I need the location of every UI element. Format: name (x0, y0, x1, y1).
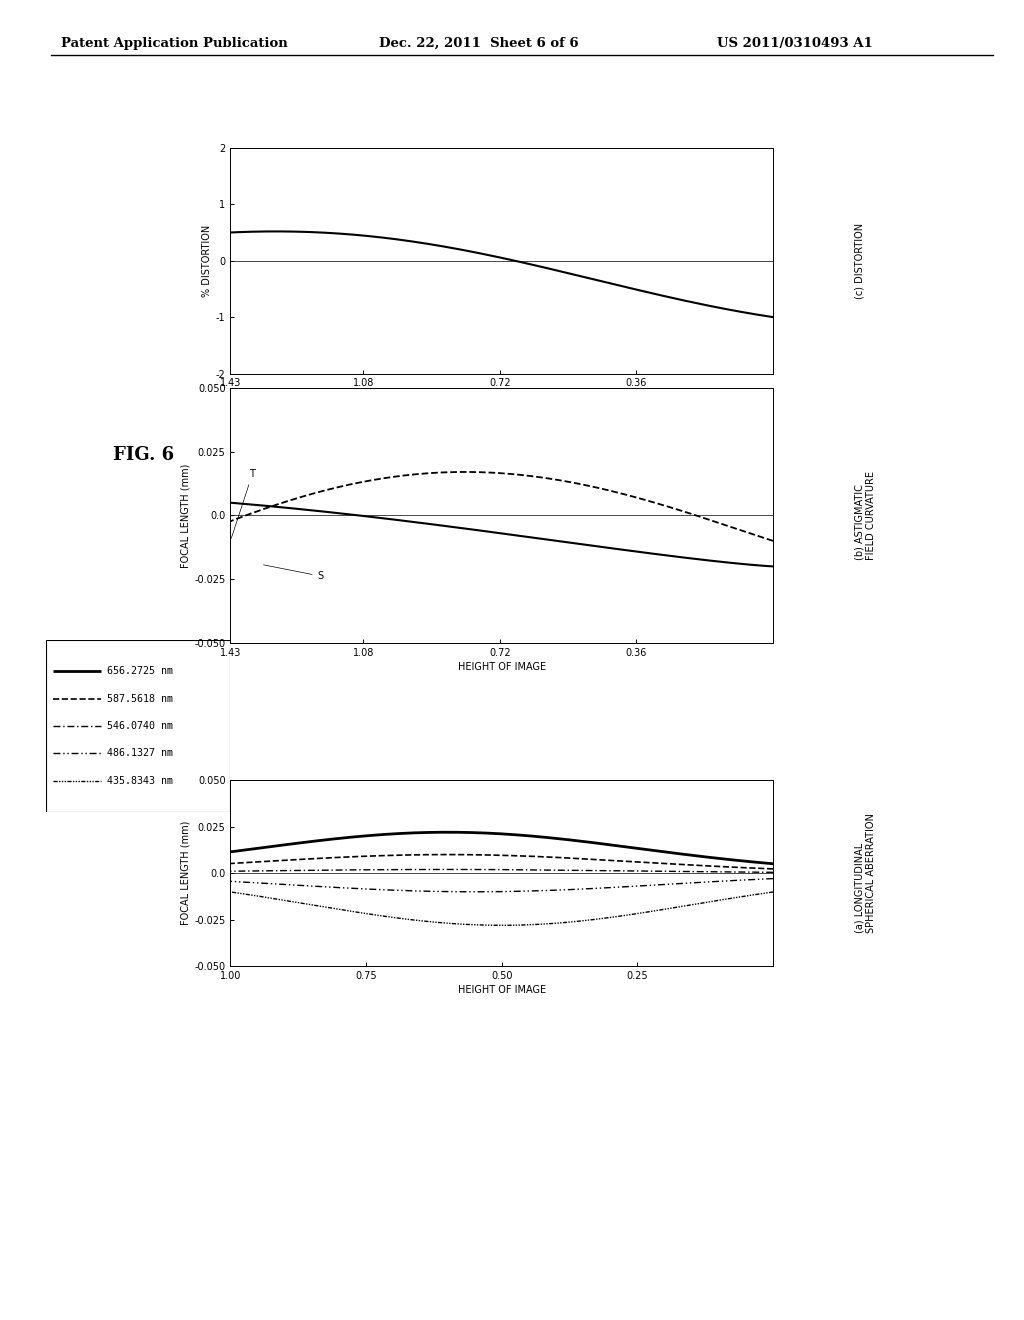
T (443, 465, 456, 480)
Text: (c) DISTORTION: (c) DISTORTION (854, 223, 864, 298)
T (308, 486, 321, 502)
Text: 435.8343 nm: 435.8343 nm (106, 776, 173, 785)
Text: (a) LONGITUDINAL
SPHERICAL ABERRATION: (a) LONGITUDINAL SPHERICAL ABERRATION (854, 813, 877, 933)
S (767, 558, 779, 574)
Line: S: S (230, 503, 773, 566)
Text: FIG. 6: FIG. 6 (113, 446, 174, 465)
S (224, 495, 237, 511)
Text: 486.1327 nm: 486.1327 nm (106, 748, 173, 759)
S (443, 519, 456, 535)
T (459, 465, 471, 480)
S (435, 517, 447, 533)
Text: US 2011/0310493 A1: US 2011/0310493 A1 (717, 37, 872, 50)
Text: (b) ASTIGMATIC
FIELD CURVATURE: (b) ASTIGMATIC FIELD CURVATURE (854, 471, 877, 560)
Y-axis label: % DISTORTION: % DISTORTION (202, 224, 212, 297)
T (224, 513, 237, 529)
S (445, 519, 458, 535)
X-axis label: HEIGHT OF IMAGE: HEIGHT OF IMAGE (458, 985, 546, 995)
Text: 546.0740 nm: 546.0740 nm (106, 721, 173, 731)
S (765, 558, 777, 574)
Text: 587.5618 nm: 587.5618 nm (106, 693, 173, 704)
Text: T: T (231, 469, 255, 539)
Text: S: S (263, 565, 324, 581)
X-axis label: HEIGHT OF IMAGE: HEIGHT OF IMAGE (458, 392, 546, 403)
T (767, 533, 779, 549)
T (765, 532, 777, 548)
S (275, 499, 288, 515)
X-axis label: HEIGHT OF IMAGE: HEIGHT OF IMAGE (458, 661, 546, 672)
T (273, 496, 286, 512)
T (433, 465, 445, 480)
Y-axis label: FOCAL LENGTH (mm): FOCAL LENGTH (mm) (180, 463, 190, 568)
Text: 656.2725 nm: 656.2725 nm (106, 667, 173, 676)
T (442, 465, 455, 480)
Line: T: T (230, 473, 773, 541)
Text: Dec. 22, 2011  Sheet 6 of 6: Dec. 22, 2011 Sheet 6 of 6 (379, 37, 579, 50)
Text: Patent Application Publication: Patent Application Publication (61, 37, 288, 50)
Y-axis label: FOCAL LENGTH (mm): FOCAL LENGTH (mm) (180, 821, 190, 925)
S (309, 503, 322, 519)
